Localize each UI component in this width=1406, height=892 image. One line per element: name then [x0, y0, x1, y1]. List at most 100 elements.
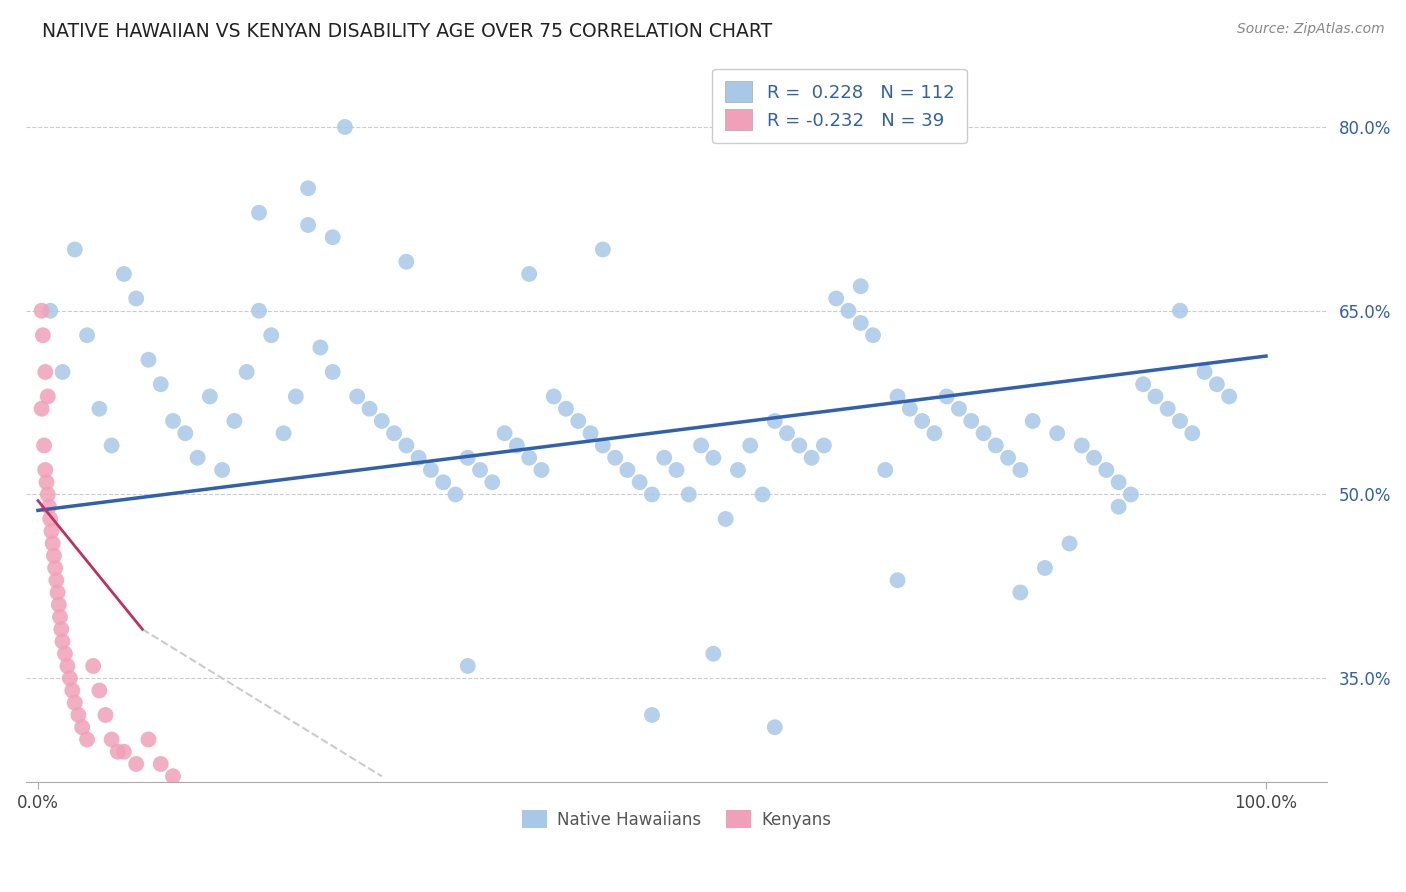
Point — [42, 549, 65, 563]
Point — [849, 279, 872, 293]
Point — [1157, 401, 1180, 416]
Point — [849, 316, 872, 330]
Point — [100, 438, 122, 452]
Point — [198, 389, 221, 403]
Point — [76, 328, 98, 343]
Point — [997, 450, 1019, 465]
Point — [1218, 389, 1240, 403]
Point — [1059, 536, 1081, 550]
Point — [45, 573, 67, 587]
Point — [776, 426, 799, 441]
Point — [714, 512, 737, 526]
Point — [468, 463, 491, 477]
Point — [284, 389, 307, 403]
Point — [125, 756, 148, 771]
Point — [297, 181, 319, 195]
Point — [1095, 463, 1118, 477]
Point — [31, 328, 53, 343]
Point — [702, 647, 724, 661]
Point — [603, 450, 626, 465]
Point — [641, 487, 664, 501]
Point — [395, 254, 418, 268]
Point — [211, 463, 233, 477]
Point — [763, 414, 786, 428]
Point — [162, 414, 184, 428]
Point — [665, 463, 688, 477]
Point — [100, 732, 122, 747]
Point — [592, 243, 614, 257]
Point — [1168, 303, 1191, 318]
Point — [1144, 389, 1167, 403]
Point — [1108, 500, 1130, 514]
Point — [1010, 585, 1032, 599]
Point — [886, 573, 908, 587]
Point — [235, 365, 257, 379]
Point — [652, 450, 675, 465]
Text: Source: ZipAtlas.com: Source: ZipAtlas.com — [1237, 22, 1385, 37]
Point — [39, 512, 62, 526]
Point — [67, 708, 90, 723]
Point — [53, 647, 76, 661]
Point — [432, 475, 454, 490]
Point — [813, 438, 835, 452]
Point — [32, 438, 55, 452]
Point — [948, 401, 970, 416]
Point — [727, 463, 749, 477]
Point — [37, 487, 59, 501]
Point — [89, 401, 111, 416]
Point — [149, 377, 172, 392]
Point — [543, 389, 565, 403]
Point — [517, 450, 540, 465]
Point — [960, 414, 983, 428]
Point — [224, 414, 246, 428]
Point — [395, 438, 418, 452]
Point — [31, 303, 53, 318]
Point — [34, 365, 56, 379]
Point — [174, 426, 197, 441]
Point — [112, 745, 135, 759]
Point — [82, 659, 104, 673]
Point — [1108, 475, 1130, 490]
Point — [39, 303, 62, 318]
Point — [1010, 463, 1032, 477]
Point — [38, 500, 60, 514]
Point — [628, 475, 651, 490]
Point — [419, 463, 441, 477]
Point — [1033, 561, 1056, 575]
Point — [924, 426, 946, 441]
Text: NATIVE HAWAIIAN VS KENYAN DISABILITY AGE OVER 75 CORRELATION CHART: NATIVE HAWAIIAN VS KENYAN DISABILITY AGE… — [42, 22, 772, 41]
Point — [1083, 450, 1105, 465]
Point — [76, 732, 98, 747]
Point — [530, 463, 553, 477]
Point — [1168, 414, 1191, 428]
Point — [63, 243, 86, 257]
Point — [494, 426, 516, 441]
Point — [41, 536, 63, 550]
Point — [333, 120, 356, 134]
Point — [63, 696, 86, 710]
Point — [579, 426, 602, 441]
Point — [763, 720, 786, 734]
Point — [1194, 365, 1216, 379]
Point — [297, 218, 319, 232]
Point — [322, 230, 344, 244]
Point — [690, 438, 713, 452]
Point — [592, 438, 614, 452]
Point — [34, 463, 56, 477]
Point — [517, 267, 540, 281]
Point — [149, 756, 172, 771]
Point — [506, 438, 529, 452]
Point — [751, 487, 773, 501]
Point — [678, 487, 700, 501]
Point — [31, 401, 53, 416]
Point — [138, 352, 160, 367]
Point — [408, 450, 430, 465]
Point — [112, 267, 135, 281]
Point — [51, 622, 73, 636]
Point — [359, 401, 381, 416]
Point — [898, 401, 921, 416]
Point — [1132, 377, 1154, 392]
Point — [260, 328, 283, 343]
Point — [273, 426, 295, 441]
Point — [44, 561, 66, 575]
